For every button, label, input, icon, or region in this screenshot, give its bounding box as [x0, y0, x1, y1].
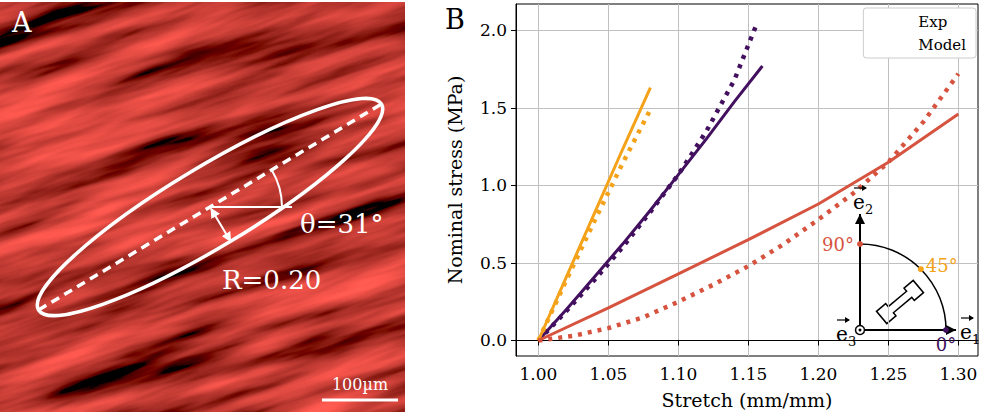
- svg-text:90°: 90°: [822, 234, 854, 255]
- svg-text:Nominal stress (MPa): Nominal stress (MPa): [444, 76, 466, 285]
- svg-text:1.00: 1.00: [519, 364, 557, 384]
- svg-text:1.05: 1.05: [589, 364, 627, 384]
- svg-text:θ=31°: θ=31°: [300, 209, 384, 239]
- svg-text:100µm: 100µm: [332, 375, 388, 394]
- svg-text:1.30: 1.30: [939, 364, 977, 384]
- svg-text:e: e: [836, 322, 848, 346]
- svg-text:B: B: [445, 4, 465, 35]
- svg-text:e: e: [960, 320, 972, 344]
- svg-text:1.20: 1.20: [799, 364, 837, 384]
- svg-text:2.0: 2.0: [480, 20, 507, 40]
- svg-text:A: A: [11, 7, 32, 38]
- svg-text:0.5: 0.5: [480, 253, 507, 273]
- svg-text:1.15: 1.15: [729, 364, 767, 384]
- svg-text:Stretch (mm/mm): Stretch (mm/mm): [662, 389, 833, 411]
- svg-text:3: 3: [848, 334, 856, 349]
- svg-text:0.0: 0.0: [480, 330, 507, 350]
- svg-text:1: 1: [972, 332, 980, 347]
- svg-text:Exp: Exp: [918, 13, 947, 31]
- svg-text:2: 2: [865, 202, 873, 217]
- svg-text:0°: 0°: [936, 334, 956, 355]
- svg-text:e: e: [853, 190, 865, 214]
- svg-text:1.5: 1.5: [480, 98, 507, 118]
- svg-text:1.10: 1.10: [659, 364, 697, 384]
- svg-text:1.25: 1.25: [869, 364, 907, 384]
- svg-text:R=0.20: R=0.20: [222, 265, 321, 295]
- svg-text:1.0: 1.0: [480, 175, 507, 195]
- svg-text:45°: 45°: [926, 255, 958, 276]
- svg-text:Model: Model: [918, 36, 966, 54]
